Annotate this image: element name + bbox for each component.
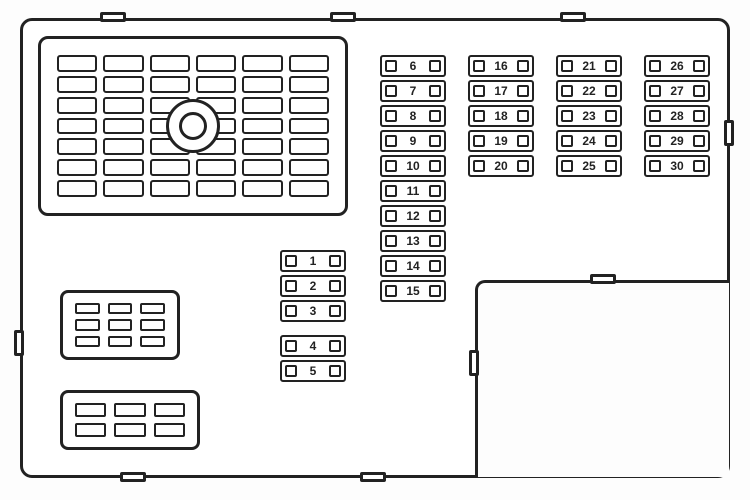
clip-bottom-step: [590, 274, 616, 284]
fuse-11: 11: [380, 180, 446, 202]
fuse-10: 10: [380, 155, 446, 177]
fuse-col-1: 1 2 3 4 5: [280, 250, 346, 382]
clip-bottom-2: [360, 472, 386, 482]
fuse-6: 6: [380, 55, 446, 77]
fuse-20: 20: [468, 155, 534, 177]
fuse-26: 26: [644, 55, 710, 77]
fuse-17: 17: [468, 80, 534, 102]
fuse-1: 1: [280, 250, 346, 272]
clip-right-step: [469, 350, 479, 376]
fuse-24: 24: [556, 130, 622, 152]
fuse-2: 2: [280, 275, 346, 297]
fuse-27: 27: [644, 80, 710, 102]
fuse-15: 15: [380, 280, 446, 302]
fuse-9: 9: [380, 130, 446, 152]
fuse-19: 19: [468, 130, 534, 152]
fuse-16: 16: [468, 55, 534, 77]
clip-bottom-1: [120, 472, 146, 482]
step-notch: [475, 280, 729, 477]
fuse-22: 22: [556, 80, 622, 102]
fuse-28: 28: [644, 105, 710, 127]
fuse-4: 4: [280, 335, 346, 357]
clip-right-1: [724, 120, 734, 146]
fuse-12: 12: [380, 205, 446, 227]
fuse-21: 21: [556, 55, 622, 77]
clip-top-3: [560, 12, 586, 22]
fuse-col-3: 16 17 18 19 20: [468, 55, 534, 177]
fuse-18: 18: [468, 105, 534, 127]
fuse-25: 25: [556, 155, 622, 177]
fuse-col-2: 6 7 8 9 10 11 12 13 14 15: [380, 55, 446, 302]
relay-block: [38, 36, 348, 216]
fuse-23: 23: [556, 105, 622, 127]
clip-left-1: [14, 330, 24, 356]
fuse-col-5: 26 27 28 29 30: [644, 55, 710, 177]
fuse-14: 14: [380, 255, 446, 277]
fuse-30: 30: [644, 155, 710, 177]
connector-b: [60, 390, 200, 450]
fuse-3: 3: [280, 300, 346, 322]
fuse-col-4: 21 22 23 24 25: [556, 55, 622, 177]
connector-a: [60, 290, 180, 360]
relay-knob-icon: [166, 99, 220, 153]
clip-top-1: [100, 12, 126, 22]
fuse-29: 29: [644, 130, 710, 152]
fuse-13: 13: [380, 230, 446, 252]
clip-top-2: [330, 12, 356, 22]
fuse-8: 8: [380, 105, 446, 127]
fuse-5: 5: [280, 360, 346, 382]
fuse-7: 7: [380, 80, 446, 102]
